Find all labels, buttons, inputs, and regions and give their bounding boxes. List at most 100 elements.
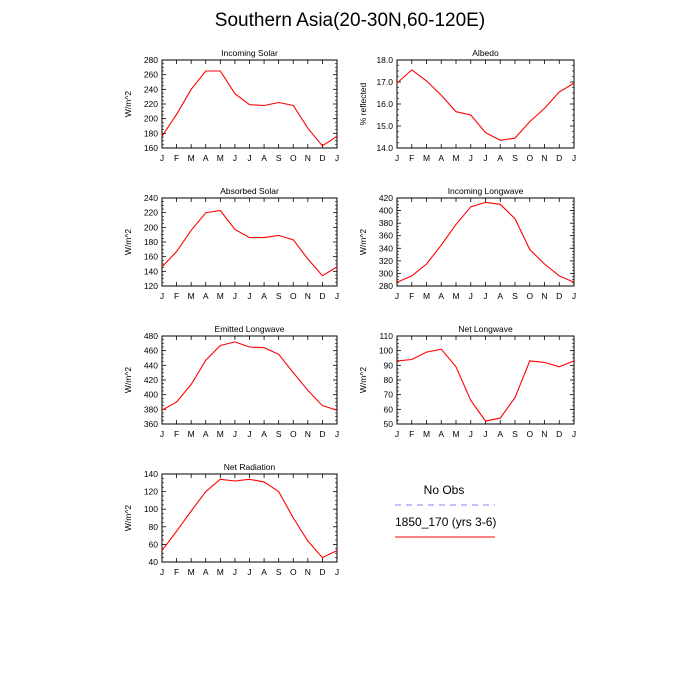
x-tick-label: D xyxy=(319,291,325,301)
plot-frame xyxy=(161,335,338,425)
plot-frame xyxy=(396,197,575,287)
y-tick-label: 480 xyxy=(144,331,158,341)
y-tick-label: 110 xyxy=(379,331,393,341)
x-tick-label: N xyxy=(305,567,311,577)
x-tick-label: N xyxy=(305,429,311,439)
y-tick-label: 400 xyxy=(379,206,393,216)
y-tick-label: 160 xyxy=(144,143,158,153)
series-line xyxy=(161,478,338,559)
y-tick-label: 120 xyxy=(144,487,158,497)
x-tick-label: O xyxy=(526,153,533,163)
y-tick-label: 160 xyxy=(144,252,158,262)
chart-panel-1: Incoming Solar W/m^2 160 180 200 220 240 260 280… xyxy=(123,48,339,163)
y-tick-label: 300 xyxy=(379,268,393,278)
x-tick-label: A xyxy=(438,153,444,163)
x-tick-label: M xyxy=(217,291,224,301)
x-tick-label: N xyxy=(541,429,547,439)
x-tick-label: M xyxy=(423,291,430,301)
x-tick-label: D xyxy=(319,153,325,163)
x-tick-label: F xyxy=(409,429,414,439)
x-tick-label: M xyxy=(188,153,195,163)
x-tick-label: S xyxy=(512,153,518,163)
x-tick-label: J xyxy=(335,429,339,439)
y-tick-label: 180 xyxy=(144,128,158,138)
chart-title: Net Longwave xyxy=(458,324,513,334)
y-tick-label: 200 xyxy=(144,114,158,124)
y-tick-label: 120 xyxy=(144,281,158,291)
y-tick-label: 80 xyxy=(384,375,394,385)
y-tick-label: 60 xyxy=(149,539,159,549)
x-tick-label: D xyxy=(556,291,562,301)
x-tick-label: S xyxy=(512,291,518,301)
x-tick-label: J xyxy=(395,153,399,163)
y-tick-label: 17.0 xyxy=(376,77,393,87)
y-tick-label: 60 xyxy=(384,404,394,414)
chart-panel-3: Absorbed Solar W/m^2 120 140 160 180 200 220 240… xyxy=(123,186,339,301)
y-tick-label: 180 xyxy=(144,237,158,247)
x-tick-label: A xyxy=(497,291,503,301)
chart-title: Incoming Longwave xyxy=(448,186,524,196)
y-tick-label: 80 xyxy=(149,522,159,532)
plot-frame xyxy=(161,59,338,149)
y-tick-label: 360 xyxy=(144,419,158,429)
x-tick-label: J xyxy=(233,291,237,301)
x-tick-label: M xyxy=(423,153,430,163)
x-tick-label: M xyxy=(217,429,224,439)
series-line xyxy=(396,69,575,141)
y-axis-label: W/m^2 xyxy=(358,367,368,393)
y-tick-label: 340 xyxy=(379,243,393,253)
page-title: Southern Asia(20-30N,60-120E) xyxy=(214,10,486,31)
y-tick-label: 220 xyxy=(144,99,158,109)
x-tick-label: J xyxy=(233,153,237,163)
x-tick-label: M xyxy=(452,291,459,301)
x-tick-label: J xyxy=(160,291,164,301)
x-tick-label: A xyxy=(203,567,209,577)
chart-title: Incoming Solar xyxy=(221,48,278,58)
x-tick-label: M xyxy=(452,429,459,439)
x-tick-label: J xyxy=(233,429,237,439)
x-tick-label: A xyxy=(497,153,503,163)
x-tick-label: J xyxy=(469,429,473,439)
x-tick-label: S xyxy=(276,567,282,577)
x-tick-label: J xyxy=(247,429,251,439)
x-tick-label: J xyxy=(483,291,487,301)
x-tick-label: S xyxy=(512,429,518,439)
y-tick-label: 40 xyxy=(149,557,159,567)
x-tick-label: D xyxy=(556,429,562,439)
chart-panel-5: Emitted Longwave W/m^2 360 380 400 420 440 460 4… xyxy=(123,324,339,439)
x-tick-label: J xyxy=(469,153,473,163)
chart-title: Net Radiation xyxy=(224,462,276,472)
y-tick-label: 360 xyxy=(379,231,393,241)
x-tick-label: O xyxy=(526,291,533,301)
x-tick-label: F xyxy=(174,153,179,163)
y-axis-label: % reflected xyxy=(358,82,368,125)
y-tick-label: 280 xyxy=(144,55,158,65)
x-tick-label: F xyxy=(409,291,414,301)
chart-title: Albedo xyxy=(472,48,499,58)
x-tick-label: F xyxy=(409,153,414,163)
x-tick-label: J xyxy=(469,291,473,301)
y-tick-label: 100 xyxy=(379,346,393,356)
plot-frame xyxy=(161,473,338,563)
y-tick-label: 460 xyxy=(144,346,158,356)
y-axis-label: W/m^2 xyxy=(123,505,133,531)
x-tick-label: O xyxy=(290,429,297,439)
series-line xyxy=(396,201,575,283)
x-tick-label: J xyxy=(160,567,164,577)
y-tick-label: 400 xyxy=(144,390,158,400)
x-tick-label: J xyxy=(335,153,339,163)
y-tick-label: 200 xyxy=(144,222,158,232)
x-tick-label: N xyxy=(305,291,311,301)
x-tick-label: O xyxy=(290,291,297,301)
y-tick-label: 18.0 xyxy=(376,55,393,65)
x-tick-label: N xyxy=(541,153,547,163)
x-tick-label: D xyxy=(556,153,562,163)
y-tick-label: 90 xyxy=(384,360,394,370)
y-axis-label: W/m^2 xyxy=(123,91,133,117)
x-tick-label: J xyxy=(335,567,339,577)
legend-label: No Obs xyxy=(424,483,465,497)
plot-frame xyxy=(161,197,338,287)
